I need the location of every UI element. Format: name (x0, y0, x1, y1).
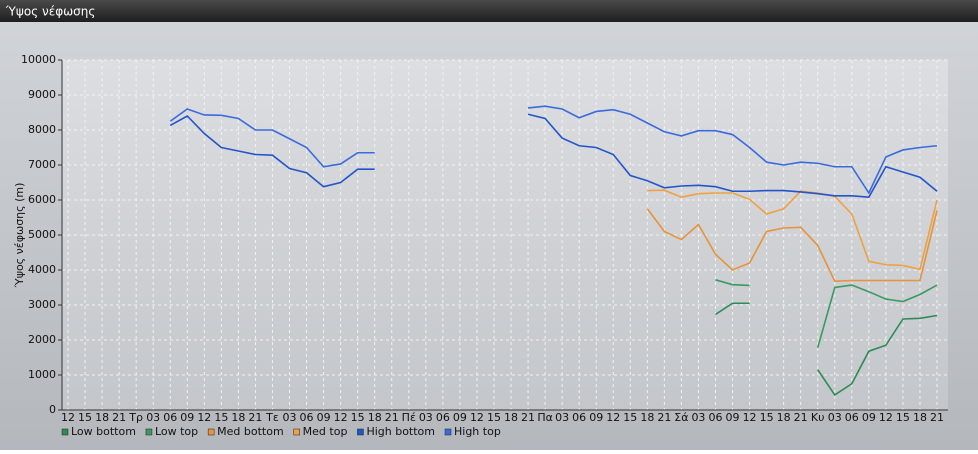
y-tick-label: 7000 (28, 158, 56, 171)
x-tick-label: 21 (657, 411, 671, 424)
x-tick-label: 21 (930, 411, 944, 424)
x-tick-label: Πέ (402, 411, 416, 424)
x-tick-label: 18 (95, 411, 109, 424)
x-tick-label: 09 (453, 411, 467, 424)
x-tick-label: 06 (572, 411, 586, 424)
legend-swatch (145, 428, 153, 436)
series-line (169, 113, 938, 199)
x-tick-label: 18 (231, 411, 245, 424)
x-tick-label: 18 (777, 411, 791, 424)
x-tick-label: 06 (708, 411, 722, 424)
x-tick-label: 21 (248, 411, 262, 424)
legend-label: Med top (303, 425, 348, 438)
y-tick-label: 2000 (28, 333, 56, 346)
x-tick-label: 18 (368, 411, 382, 424)
x-tick-label: 03 (555, 411, 569, 424)
x-tick-label: 12 (61, 411, 75, 424)
x-tick-label: 15 (896, 411, 910, 424)
legend-swatch (357, 428, 364, 436)
x-tick-label: 12 (879, 411, 893, 424)
x-tick-label: 15 (623, 411, 637, 424)
y-tick-label: 8000 (28, 123, 56, 136)
x-tick-label: 15 (351, 411, 365, 424)
series-line (169, 105, 938, 195)
legend-label: Med bottom (217, 425, 284, 438)
legend-swatch (61, 428, 69, 436)
x-tick-label: Τε (265, 411, 279, 424)
legend-swatch (207, 428, 215, 436)
series-line (715, 302, 938, 397)
x-tick-label: 03 (283, 411, 297, 424)
x-tick-label: 15 (487, 411, 501, 424)
x-tick-label: 06 (845, 411, 859, 424)
legend-label: Low top (155, 425, 198, 438)
x-tick-label: 15 (760, 411, 774, 424)
x-tick-label: 09 (589, 411, 603, 424)
legend-label: Low bottom (71, 425, 136, 438)
series-line (646, 208, 938, 283)
legend-swatch (444, 428, 452, 436)
series-line (647, 189, 938, 271)
x-tick-label: 21 (794, 411, 808, 424)
x-tick-label: 09 (862, 411, 876, 424)
x-tick-label: 12 (743, 411, 757, 424)
legend-swatch (293, 428, 300, 436)
x-tick-label: 06 (300, 411, 314, 424)
x-tick-label: 03 (691, 411, 705, 424)
x-tick-label: 09 (317, 411, 331, 424)
y-tick-label: 4000 (28, 263, 56, 276)
x-tick-label: 12 (334, 411, 348, 424)
x-tick-label: Τρ (128, 411, 143, 424)
x-tick-label: 15 (214, 411, 228, 424)
y-tick-label: 5000 (28, 228, 56, 241)
y-tick-label: 3000 (28, 298, 56, 311)
title-bar (0, 0, 978, 22)
x-tick-label: 09 (180, 411, 194, 424)
x-tick-label: Σά (674, 411, 688, 424)
x-tick-label: Πα (537, 411, 553, 424)
y-tick-label: 6000 (28, 193, 56, 206)
x-tick-label: 06 (436, 411, 450, 424)
x-tick-label: 21 (521, 411, 535, 424)
y-tick-label: 9000 (28, 88, 56, 101)
y-tick-label: 0 (49, 403, 56, 416)
chart-title: Ύψος νέφωσης (5, 5, 95, 19)
x-tick-label: 09 (726, 411, 740, 424)
x-tick-label: 18 (640, 411, 654, 424)
series-line (715, 279, 938, 348)
x-tick-label: 03 (146, 411, 160, 424)
x-tick-label: 18 (913, 411, 927, 424)
legend-label: High top (454, 425, 501, 438)
x-tick-label: 21 (385, 411, 399, 424)
y-tick-label: 10000 (21, 53, 56, 66)
x-tick-label: 21 (112, 411, 126, 424)
y-tick-label: 1000 (28, 368, 56, 381)
legend-label: High bottom (366, 425, 435, 438)
x-tick-label: 15 (78, 411, 92, 424)
x-tick-label: 12 (606, 411, 620, 424)
x-tick-label: Κυ (811, 411, 825, 424)
x-tick-label: 03 (419, 411, 433, 424)
x-tick-label: 12 (197, 411, 211, 424)
x-tick-label: 18 (504, 411, 518, 424)
x-tick-label: 12 (470, 411, 484, 424)
x-tick-label: 03 (828, 411, 842, 424)
y-axis-label: Ύψος νέφωσης (m) (13, 183, 26, 289)
x-tick-label: 06 (163, 411, 177, 424)
